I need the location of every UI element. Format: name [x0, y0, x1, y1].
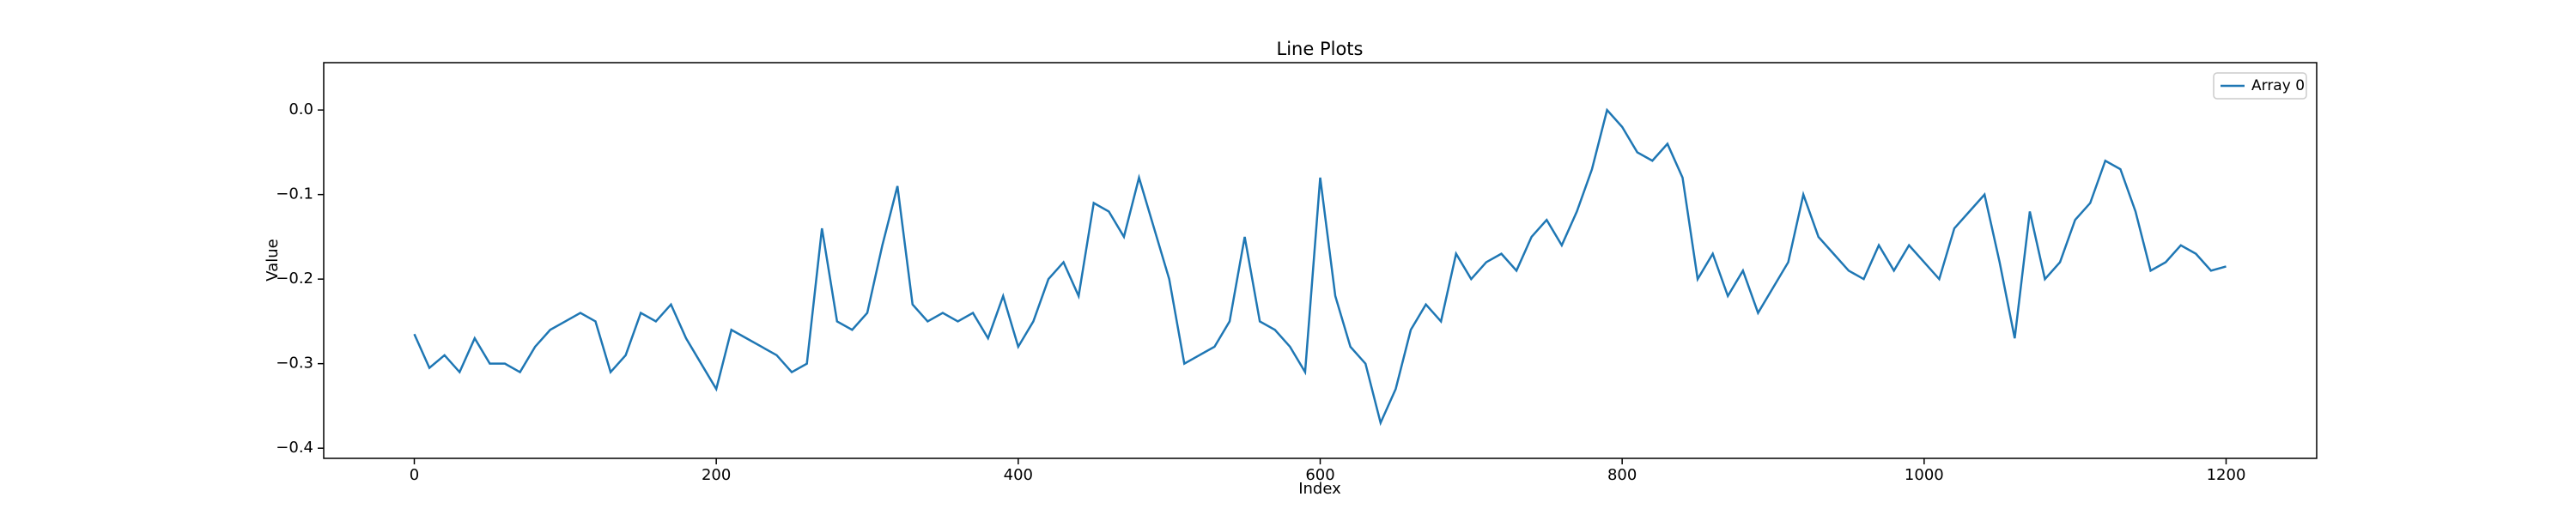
x-tick-label: 800	[1607, 466, 1637, 484]
x-axis-label: Index	[1298, 480, 1341, 498]
y-tick-label: −0.3	[276, 354, 313, 373]
line-series	[413, 107, 2227, 427]
x-tick-label: 200	[702, 466, 731, 484]
x-tick-label: 0	[410, 466, 419, 484]
y-tick-label: −0.4	[276, 439, 313, 457]
y-axis-label: Value	[264, 239, 282, 281]
y-tick-label: −0.1	[276, 185, 313, 203]
legend-box	[2213, 72, 2307, 100]
x-tick-label: 400	[1004, 466, 1033, 484]
x-tick-label: 1200	[2207, 466, 2246, 484]
y-tick-label: −0.2	[276, 270, 313, 288]
y-tick-label: 0.0	[289, 100, 313, 118]
x-tick-label: 600	[1305, 466, 1334, 484]
plot-frame	[323, 62, 2318, 459]
chart-title: Line Plots	[1277, 39, 1364, 59]
x-tick-label: 1000	[1905, 466, 1944, 484]
legend-label: Array 0	[2251, 77, 2305, 94]
